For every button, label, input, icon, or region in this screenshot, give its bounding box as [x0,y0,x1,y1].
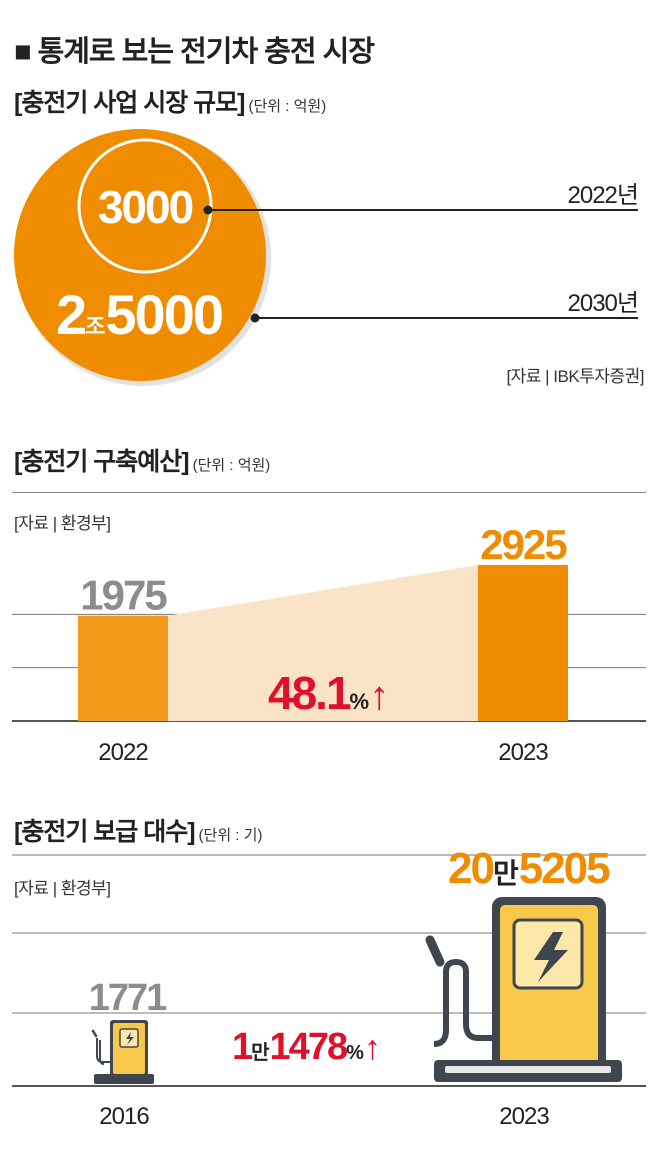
budget-growth-label: 48.1%↑ [268,666,389,720]
market-size-unit: (단위 : 억원) [248,98,327,115]
charger-growth-unit-a: 만 [251,1042,270,1064]
chargers-title: [충전기 보급 대수] (단위 : 기) [14,812,262,848]
budget-x-label-2022: 2022 [98,739,148,766]
budget-growth-unit: % [349,689,370,714]
charger-value-label-2016: 1771 [89,977,167,1019]
charger-value-2023-a: 20 [448,844,495,893]
market-size-title: [충전기 사업 시장 규모] (단위 : 억원) [14,83,326,119]
charger-pump-2016 [91,1020,154,1084]
chargers-source: [자료 | 환경부] [14,879,111,898]
charger-growth-a: 1 [232,1026,253,1068]
lightning-icon-small [126,1032,134,1045]
charger-value-2023-b: 5205 [518,844,611,893]
year-label-2030: 2030년 [567,290,639,317]
chargers-title-text: [충전기 보급 대수] [14,818,196,846]
charger-growth-arrow: ↑ [363,1029,381,1067]
year-label-2022: 2022년 [567,182,639,209]
bubble-label-2030-unit: 조 [85,314,106,339]
budget-growth-band [168,565,478,721]
charger-value-label-2023: 20만5205 [448,844,611,894]
budget-x-label-2023: 2023 [498,739,548,766]
budget-divider [12,492,646,493]
charger-x-label-2016: 2016 [99,1103,149,1130]
market-size-source: [자료 | IBK투자증권] [506,367,644,386]
chargers-unit: (단위 : 기) [198,827,263,844]
budget-bar-2023 [478,565,568,721]
budget-bar-2022 [78,615,168,721]
bubble-label-2030: 2조5000 [56,282,224,347]
bubble-2022 [77,138,213,274]
market-size-title-text: [충전기 사업 시장 규모] [14,89,245,117]
page-title: ■ 통계로 보는 전기차 충전 시장 [14,36,375,68]
charger-value-2023-unit: 만 [492,858,519,889]
charger-growth-unit-b: % [346,1042,364,1064]
market-size-bubble-chart [14,129,638,386]
budget-growth-value: 48.1 [268,667,352,719]
budget-title: [충전기 구축예산] (단위 : 억원) [14,442,270,478]
bubble-label-2030-main: 5000 [105,283,224,346]
budget-value-label-2023: 2925 [480,521,567,568]
lightning-icon-large [534,932,568,982]
charger-pump-2023 [425,897,622,1082]
bubble-label-2030-prefix: 2 [56,283,87,346]
budget-unit: (단위 : 억원) [192,457,271,474]
charger-growth-b: 1478 [269,1026,349,1068]
charger-growth-label: 1만1478%↑ [232,1026,381,1069]
bubble-label-2022: 3000 [97,181,194,233]
charger-x-label-2023: 2023 [499,1103,549,1130]
budget-title-text: [충전기 구축예산] [14,448,190,476]
budget-source: [자료 | 환경부] [14,514,111,533]
leader-dot-2022 [203,205,213,215]
budget-growth-arrow: ↑ [369,674,390,718]
budget-value-label-2022: 1975 [80,572,167,619]
leader-dot-2030 [250,313,260,323]
